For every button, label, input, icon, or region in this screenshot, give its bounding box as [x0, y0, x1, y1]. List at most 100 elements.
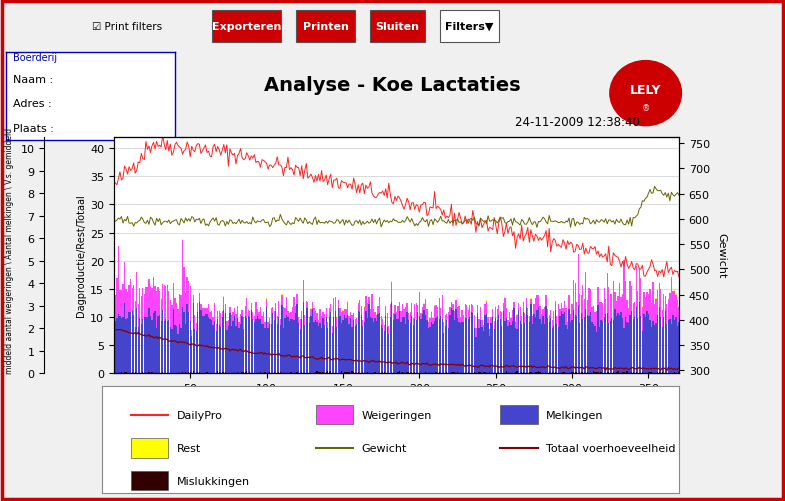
Bar: [171, 306, 173, 330]
Bar: [290, 320, 292, 372]
Bar: [571, 321, 573, 372]
Bar: [639, 302, 640, 373]
Bar: [411, 316, 412, 373]
Bar: [637, 292, 638, 318]
Bar: [331, 327, 333, 333]
FancyBboxPatch shape: [440, 12, 499, 43]
Bar: [643, 315, 644, 373]
Bar: [509, 312, 510, 323]
Bar: [208, 318, 209, 373]
Bar: [568, 310, 570, 373]
Bar: [439, 298, 440, 319]
Bar: [615, 316, 617, 373]
Bar: [333, 317, 334, 373]
Bar: [481, 320, 483, 328]
Bar: [177, 310, 179, 334]
Bar: [555, 302, 556, 311]
Bar: [557, 305, 559, 327]
Bar: [153, 313, 154, 373]
Bar: [394, 314, 396, 373]
Bar: [625, 281, 626, 317]
Bar: [576, 316, 577, 373]
Bar: [553, 326, 554, 373]
Bar: [559, 316, 560, 373]
Bar: [530, 299, 531, 305]
Bar: [413, 326, 414, 373]
Bar: [137, 304, 139, 328]
Bar: [442, 319, 443, 373]
Bar: [468, 372, 469, 373]
Bar: [581, 313, 582, 373]
Bar: [388, 327, 389, 335]
Bar: [521, 317, 522, 324]
Bar: [349, 316, 350, 325]
Bar: [463, 316, 464, 322]
Bar: [585, 273, 586, 310]
Bar: [455, 300, 457, 301]
Y-axis label: Gewicht: Gewicht: [717, 233, 727, 278]
Bar: [246, 298, 247, 318]
Bar: [234, 316, 235, 373]
Bar: [187, 278, 188, 305]
Bar: [468, 319, 469, 372]
Bar: [506, 372, 507, 373]
Bar: [546, 296, 547, 307]
Bar: [302, 281, 304, 302]
Bar: [641, 372, 643, 373]
Bar: [376, 321, 378, 373]
Bar: [499, 319, 501, 373]
Bar: [608, 288, 609, 323]
Bar: [160, 322, 162, 373]
Bar: [497, 310, 498, 320]
Bar: [423, 304, 425, 311]
Bar: [124, 262, 125, 263]
Bar: [480, 372, 481, 373]
Bar: [590, 313, 591, 373]
Bar: [136, 273, 137, 309]
Bar: [417, 305, 418, 312]
Bar: [454, 372, 455, 373]
Bar: [495, 319, 496, 373]
Bar: [266, 299, 267, 308]
Bar: [231, 327, 232, 373]
Bar: [189, 322, 191, 373]
Bar: [443, 333, 444, 373]
Bar: [367, 318, 368, 373]
Bar: [200, 304, 202, 311]
Bar: [666, 324, 667, 373]
Bar: [273, 321, 275, 372]
Bar: [360, 307, 362, 316]
Bar: [271, 325, 272, 373]
Bar: [425, 372, 426, 373]
Bar: [468, 310, 469, 319]
Bar: [338, 309, 339, 373]
Bar: [662, 328, 663, 373]
Bar: [342, 320, 344, 373]
Bar: [384, 326, 385, 332]
Bar: [316, 313, 318, 322]
Bar: [336, 328, 338, 373]
Bar: [302, 302, 304, 373]
Bar: [221, 318, 223, 372]
Bar: [218, 326, 220, 372]
Bar: [273, 312, 275, 321]
Bar: [578, 305, 579, 373]
Bar: [139, 288, 141, 318]
Bar: [475, 337, 476, 373]
Bar: [213, 318, 214, 325]
Bar: [489, 330, 491, 337]
Bar: [382, 320, 383, 328]
Bar: [610, 321, 611, 373]
Bar: [173, 309, 174, 373]
Bar: [279, 325, 281, 373]
Bar: [447, 313, 449, 328]
Bar: [148, 279, 150, 309]
Bar: [310, 309, 312, 316]
Bar: [607, 314, 608, 373]
Bar: [535, 317, 536, 372]
Bar: [353, 314, 354, 320]
Bar: [388, 335, 389, 373]
Bar: [191, 337, 192, 373]
Bar: [300, 320, 301, 329]
Bar: [579, 295, 580, 323]
